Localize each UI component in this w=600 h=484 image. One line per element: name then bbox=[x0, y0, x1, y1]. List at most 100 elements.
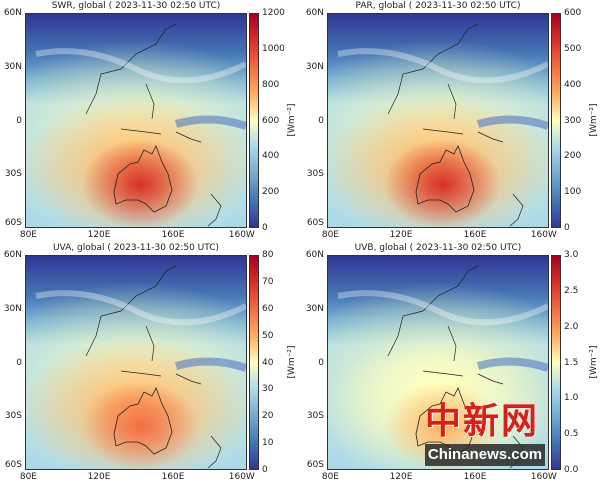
map-panel: SWR, global ( 2023-11-30 02:50 UTC) 60N 3… bbox=[0, 0, 300, 242]
lon-tick-label: 80E bbox=[19, 230, 37, 240]
colorbar-unit-label: [Wm⁻²] bbox=[287, 345, 297, 379]
new-zealand-coastline bbox=[207, 193, 222, 227]
lat-tick-label: 30S bbox=[306, 169, 324, 180]
coastline-layer bbox=[337, 265, 548, 469]
cloud-band bbox=[476, 115, 548, 130]
colorbar bbox=[249, 255, 259, 470]
asia-coastline bbox=[387, 265, 504, 385]
colorbar-unit-label: [Wm⁻²] bbox=[589, 345, 599, 379]
colorbar-tick-label: 200 bbox=[262, 187, 280, 198]
australia-coastline bbox=[415, 387, 475, 455]
colorbar-unit-label: [Wm⁻²] bbox=[589, 103, 599, 137]
colorbar-tick-label: 500 bbox=[564, 43, 582, 54]
coastline-layer bbox=[337, 23, 548, 227]
cloud-band bbox=[35, 48, 246, 84]
cloud-band bbox=[337, 48, 548, 84]
lon-tick-label: 160W bbox=[530, 230, 557, 240]
colorbar-tick-label: 0 bbox=[564, 223, 570, 233]
lon-tick-label: 160W bbox=[530, 472, 557, 482]
lat-tick-label: 0 bbox=[318, 357, 324, 368]
lat-tick-label: 30S bbox=[4, 169, 22, 180]
lat-tick-label: 0 bbox=[16, 357, 22, 368]
radiation-map bbox=[25, 13, 247, 228]
lon-tick-label: 80E bbox=[321, 472, 339, 482]
colorbar-tick-label: 1.0 bbox=[564, 393, 579, 404]
lon-tick-label: 160E bbox=[161, 472, 185, 482]
lat-tick-label: 30N bbox=[3, 303, 22, 314]
new-zealand-coastline bbox=[207, 435, 222, 469]
asia-coastline bbox=[387, 23, 504, 143]
lat-tick-label: 30S bbox=[306, 411, 324, 422]
australia-coastline bbox=[113, 387, 173, 455]
colorbar-tick-label: 1200 bbox=[262, 8, 285, 18]
lat-tick-label: 60N bbox=[3, 250, 22, 260]
colorbar-tick-label: 0.5 bbox=[564, 429, 579, 440]
colorbar-tick-label: 0.0 bbox=[564, 465, 579, 475]
lon-tick-label: 120E bbox=[389, 230, 413, 240]
lon-tick-label: 160W bbox=[228, 472, 255, 482]
australia-coastline bbox=[113, 145, 173, 213]
colorbar-tick-label: 800 bbox=[262, 79, 280, 90]
radiation-map bbox=[25, 255, 247, 470]
colorbar-tick-label: 200 bbox=[564, 151, 582, 162]
colorbar-tick-label: 30 bbox=[262, 384, 274, 395]
lon-tick-label: 160E bbox=[463, 230, 487, 240]
lon-tick-label: 160W bbox=[228, 230, 255, 240]
asia-coastline bbox=[85, 23, 202, 143]
colorbar-tick-label: 2.0 bbox=[564, 321, 579, 332]
cloud-band bbox=[35, 290, 246, 326]
colorbar-tick-label: 20 bbox=[262, 411, 274, 422]
colorbar-tick-label: 1.5 bbox=[564, 357, 579, 368]
panel-title: UVB, global ( 2023-11-30 02:50 UTC) bbox=[354, 243, 522, 253]
lon-tick-label: 120E bbox=[87, 230, 111, 240]
coastline-layer bbox=[35, 23, 246, 227]
lon-tick-label: 80E bbox=[19, 472, 37, 482]
colorbar bbox=[551, 255, 561, 470]
lat-tick-label: 60S bbox=[4, 218, 22, 228]
radiation-map bbox=[327, 13, 549, 228]
lon-tick-label: 160E bbox=[463, 472, 487, 482]
map-panel: UVB, global ( 2023-11-30 02:50 UTC) 60N 3… bbox=[302, 242, 600, 484]
colorbar-tick-label: 0 bbox=[262, 223, 268, 233]
new-zealand-coastline bbox=[509, 193, 524, 227]
watermark-logo-en: Chinanews.com bbox=[425, 444, 545, 466]
colorbar-tick-label: 80 bbox=[262, 250, 274, 260]
cloud-band bbox=[174, 357, 246, 372]
colorbar-tick-label: 600 bbox=[262, 115, 280, 126]
panel-title: UVA, global ( 2023-11-30 02:50 UTC) bbox=[52, 243, 220, 253]
colorbar-tick-label: 600 bbox=[564, 8, 582, 18]
lon-tick-label: 120E bbox=[87, 472, 111, 482]
lat-tick-label: 30N bbox=[305, 303, 324, 314]
lon-tick-label: 160E bbox=[161, 230, 185, 240]
colorbar-tick-label: 50 bbox=[262, 330, 274, 341]
colorbar-tick-label: 70 bbox=[262, 276, 274, 287]
colorbar-tick-label: 10 bbox=[262, 438, 274, 449]
watermark-logo-cn: 中新网 bbox=[425, 400, 540, 442]
colorbar-tick-label: 400 bbox=[262, 151, 280, 162]
lat-tick-label: 60S bbox=[306, 218, 324, 228]
colorbar-tick-label: 300 bbox=[564, 115, 582, 126]
lat-tick-label: 60N bbox=[305, 8, 324, 18]
panel-title: SWR, global ( 2023-11-30 02:50 UTC) bbox=[51, 1, 221, 11]
colorbar bbox=[249, 13, 259, 228]
colorbar-tick-label: 400 bbox=[564, 79, 582, 90]
colorbar-tick-label: 0 bbox=[262, 465, 268, 475]
colorbar-tick-label: 100 bbox=[564, 187, 582, 198]
map-panel: UVA, global ( 2023-11-30 02:50 UTC) 60N 3… bbox=[0, 242, 300, 484]
panel-title: PAR, global ( 2023-11-30 02:50 UTC) bbox=[355, 1, 521, 11]
colorbar-tick-label: 2.5 bbox=[564, 285, 579, 296]
lat-tick-label: 60N bbox=[305, 250, 324, 260]
lon-tick-label: 80E bbox=[321, 230, 339, 240]
lat-tick-label: 60S bbox=[306, 460, 324, 470]
map-panel: PAR, global ( 2023-11-30 02:50 UTC) 60N 3… bbox=[302, 0, 600, 242]
lat-tick-label: 60S bbox=[4, 460, 22, 470]
colorbar-tick-label: 1000 bbox=[262, 43, 285, 54]
cloud-band bbox=[174, 115, 246, 130]
lat-tick-label: 0 bbox=[16, 115, 22, 126]
lon-tick-label: 120E bbox=[389, 472, 413, 482]
lat-tick-label: 30N bbox=[3, 61, 22, 72]
lat-tick-label: 0 bbox=[318, 115, 324, 126]
colorbar-unit-label: [Wm⁻²] bbox=[287, 103, 297, 137]
radiation-map bbox=[327, 255, 549, 470]
colorbar-tick-label: 40 bbox=[262, 357, 274, 368]
